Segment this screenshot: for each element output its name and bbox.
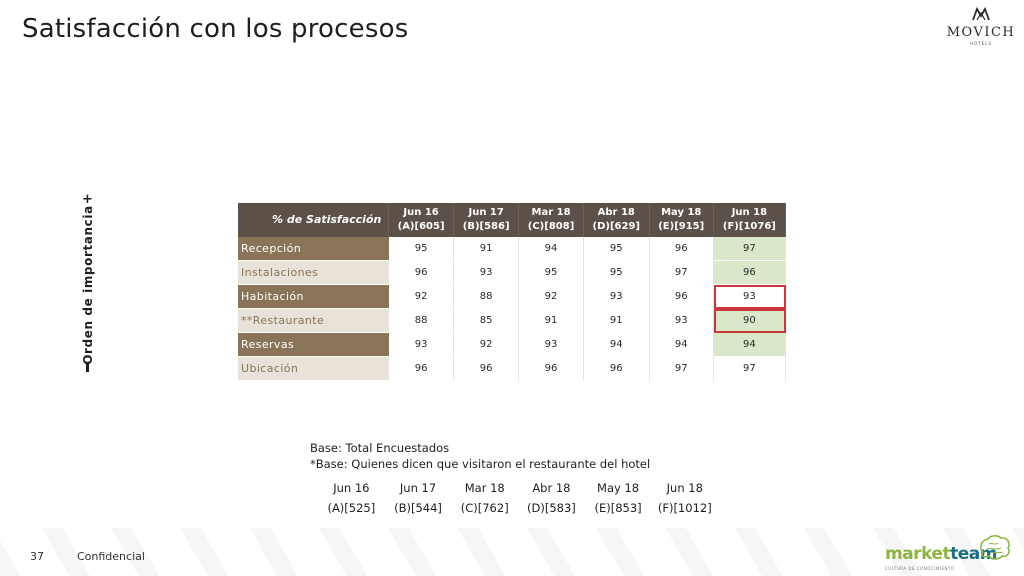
logo-text: MOVICH xyxy=(946,25,1016,40)
row-label: Reservas xyxy=(238,333,389,357)
table-cell: 94 xyxy=(519,237,584,261)
column-header: Jun 18 (F)[1076] xyxy=(713,203,786,237)
table-cell: 91 xyxy=(583,309,650,333)
table-cell: 92 xyxy=(389,285,455,309)
base-column: May 18 (E)[853] xyxy=(594,481,642,515)
table-cell: 96 xyxy=(454,357,520,381)
satisfaction-table: % de Satisfacción Jun 16 (A)[605] Jun 17(… xyxy=(238,203,786,381)
table-cell: 94 xyxy=(583,333,650,357)
table-cell: 95 xyxy=(519,261,584,285)
brain-icon xyxy=(980,535,1010,560)
restaurant-bases: Jun 16 (A)[525] Jun 17 (B)[544] Mar 18 (C)[… xyxy=(318,478,718,518)
base-column: Jun 18 (F)[1012] xyxy=(657,481,712,515)
importance-axis: + Orden de importancia xyxy=(74,190,102,380)
table-cell: 97 xyxy=(713,357,786,381)
table-row: Reservas 93 92 93 94 94 94 xyxy=(238,333,786,357)
column-header: May 18 (E)[915] xyxy=(649,203,714,237)
page-number: 37 xyxy=(30,550,44,563)
header-label: % de Satisfacción xyxy=(238,203,389,237)
table-cell: 92 xyxy=(519,285,584,309)
row-label: **Restaurante xyxy=(238,309,389,333)
table-row: Recepción 95 91 94 95 96 97 xyxy=(238,237,786,261)
table-cell: 97 xyxy=(649,357,714,381)
table-row: **Restaurante 88 85 91 91 93 90 xyxy=(238,309,786,333)
axis-plus: + xyxy=(82,192,93,207)
row-label: Ubicación xyxy=(238,357,389,381)
marketteam-logo: marketteam CULTURA DE CONOCIMIENTO xyxy=(885,535,1015,574)
movich-logo: MOVICH HOTELS xyxy=(940,6,1022,46)
table-cell-flagged: 93 xyxy=(713,285,786,309)
table-cell: 93 xyxy=(649,309,714,333)
column-header: Abr 18 (D)[629] xyxy=(583,203,650,237)
table-cell: 95 xyxy=(583,261,650,285)
row-label: Instalaciones xyxy=(238,261,389,285)
column-header: Jun 16 (A)[605] xyxy=(389,203,455,237)
base-notes: Base: Total Encuestados *Base: Quienes d… xyxy=(310,440,650,472)
table-header-row: % de Satisfacción Jun 16 (A)[605] Jun 17(… xyxy=(238,203,786,237)
table-cell: 95 xyxy=(389,237,455,261)
table-cell: 96 xyxy=(583,357,650,381)
table-cell: 97 xyxy=(649,261,714,285)
table-cell-highlighted: 96 xyxy=(713,261,786,285)
table-cell: 88 xyxy=(454,285,520,309)
column-header: Mar 18 (C)[808] xyxy=(519,203,584,237)
table-cell-highlighted: 97 xyxy=(713,237,786,261)
table-row: Ubicación 96 96 96 96 97 97 xyxy=(238,357,786,381)
table-cell: 96 xyxy=(389,261,455,285)
table-cell: 92 xyxy=(454,333,520,357)
page-title: Satisfacción con los procesos xyxy=(22,14,409,44)
table-cell: 91 xyxy=(519,309,584,333)
brand-team: team xyxy=(950,544,997,564)
table-cell: 94 xyxy=(649,333,714,357)
table-cell: 88 xyxy=(389,309,455,333)
column-header: Jun 17 (B)[586] xyxy=(454,203,520,237)
table-cell: 96 xyxy=(649,237,714,261)
row-label: Recepción xyxy=(238,237,389,261)
note-line: Base: Total Encuestados xyxy=(310,441,450,455)
logo-subtext: HOTELS xyxy=(970,41,992,46)
row-label: Habitación xyxy=(238,285,389,309)
table-cell: 91 xyxy=(454,237,520,261)
note-line: *Base: Quienes dicen que visitaron el re… xyxy=(310,457,651,471)
axis-minus xyxy=(86,362,89,372)
table-cell: 96 xyxy=(519,357,584,381)
brand-tagline: CULTURA DE CONOCIMIENTO xyxy=(885,566,955,571)
table-row: Instalaciones 96 93 95 95 97 96 xyxy=(238,261,786,285)
table-cell: 85 xyxy=(454,309,520,333)
base-column: Mar 18 (C)[762] xyxy=(460,481,509,515)
base-column: Jun 17 (B)[544] xyxy=(394,481,442,515)
footer-decoration xyxy=(0,528,1024,576)
axis-label: Orden de importancia xyxy=(81,205,95,365)
table-cell: 93 xyxy=(583,285,650,309)
confidential-label: Confidencial xyxy=(77,550,145,563)
base-column: Jun 16 (A)[525] xyxy=(327,481,376,515)
brand-market: market xyxy=(885,544,951,564)
base-column: Abr 18 (D)[583] xyxy=(527,481,576,515)
table-cell: 93 xyxy=(454,261,520,285)
table-cell-highlighted: 94 xyxy=(713,333,786,357)
table-cell-flagged: 90 xyxy=(713,309,786,333)
table-row: Habitación 92 88 92 93 96 93 xyxy=(238,285,786,309)
table-cell: 93 xyxy=(389,333,455,357)
table-cell: 96 xyxy=(649,285,714,309)
table-cell: 96 xyxy=(389,357,455,381)
movich-monogram-icon xyxy=(972,6,990,21)
table-cell: 95 xyxy=(583,237,650,261)
table-cell: 93 xyxy=(519,333,584,357)
